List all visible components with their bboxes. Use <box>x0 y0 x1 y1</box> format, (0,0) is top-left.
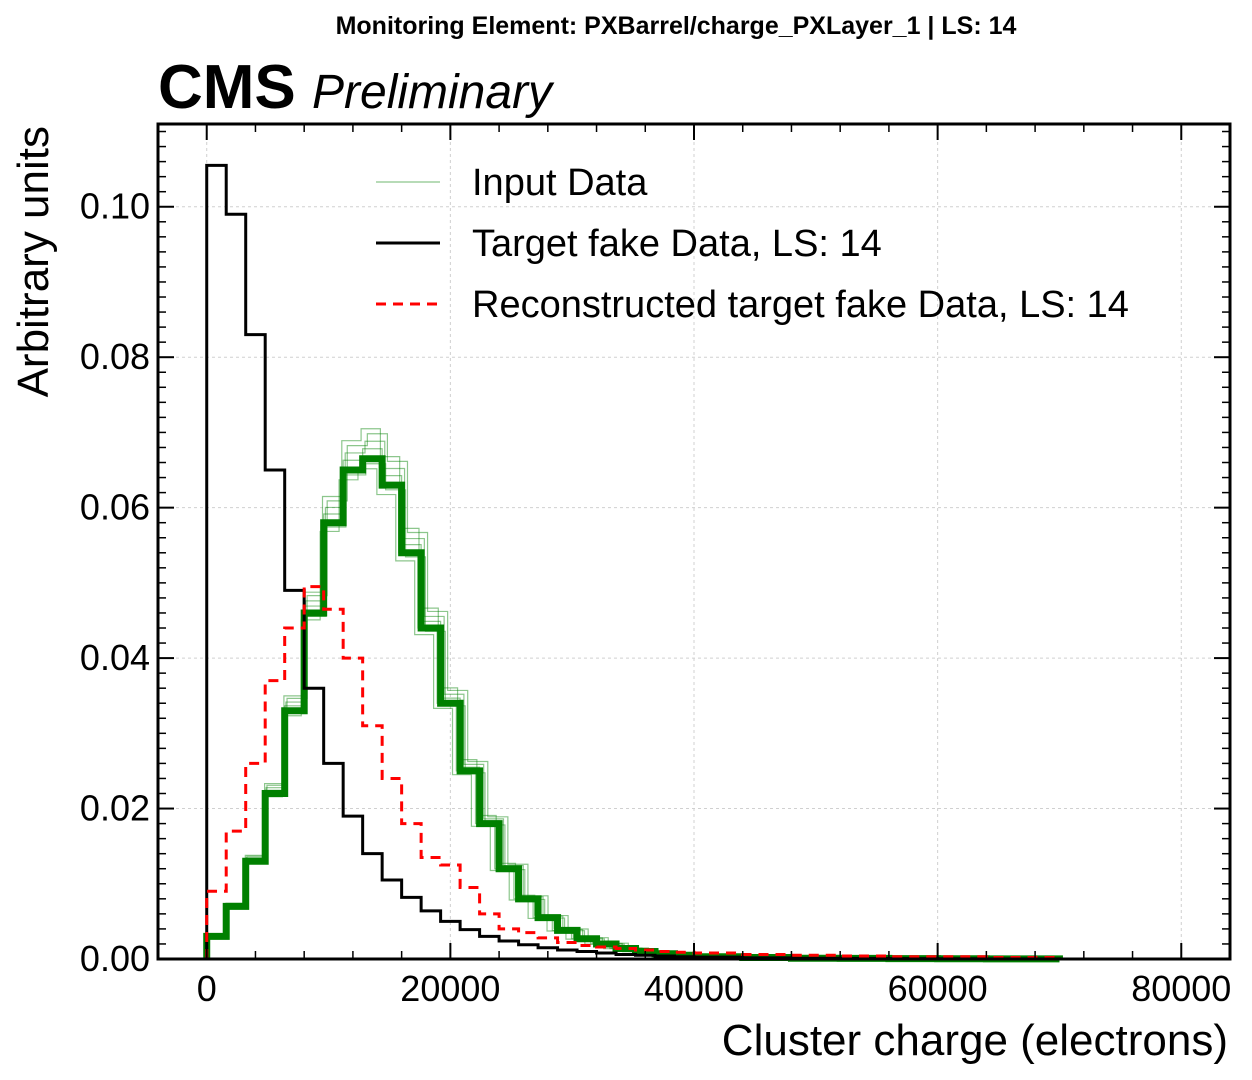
input-data-variant <box>206 458 1048 960</box>
reconstructed-data-series <box>205 585 1061 959</box>
y-tick-label: 0.08 <box>80 336 150 377</box>
input-data-variant <box>206 440 1073 960</box>
y-tick-label: 0.04 <box>80 637 150 678</box>
x-tick-label: 20000 <box>400 968 500 1009</box>
x-tick-label: 0 <box>197 968 217 1009</box>
input-data-variant <box>206 468 1035 960</box>
y-tick-label: 0.06 <box>80 487 150 528</box>
plot-frame <box>156 122 1232 961</box>
legend-label: Target fake Data, LS: 14 <box>472 223 882 265</box>
legend-label: Reconstructed target fake Data, LS: 14 <box>472 284 1129 326</box>
input-data-series <box>203 455 1063 963</box>
input-data-variant <box>206 463 1078 960</box>
experiment-label: CMS <box>158 53 296 122</box>
y-tick-label: 0.02 <box>80 788 150 829</box>
x-tick-label: 80000 <box>1131 968 1231 1009</box>
x-tick-label: 60000 <box>888 968 988 1009</box>
y-tick-label: 0.00 <box>80 938 150 979</box>
y-tick-label: 0.10 <box>80 186 150 227</box>
x-tick-label: 40000 <box>644 968 744 1009</box>
y-axis-label: Arbitrary units <box>9 126 58 397</box>
x-axis-label: Cluster charge (electrons) <box>722 1016 1228 1065</box>
page-title: Monitoring Element: PXBarrel/charge_PXLa… <box>336 12 1017 40</box>
input-data-variant <box>206 428 1052 960</box>
legend: Input Data Target fake Data, LS: 14 Recons… <box>376 162 1129 326</box>
status-label: Preliminary <box>312 66 555 119</box>
axis-ticks: 0 20000 40000 60000 80000 0.00 0.02 0.04 0.06 0.0… <box>80 124 1231 1009</box>
legend-label: Input Data <box>472 162 648 204</box>
